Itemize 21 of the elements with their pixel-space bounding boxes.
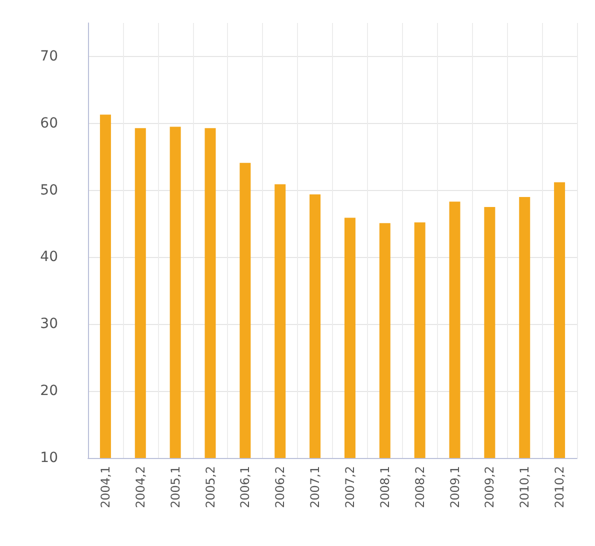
y-tick-label: 50: [40, 182, 58, 198]
y-tick-label: 70: [40, 48, 58, 64]
x-tick-label: 2010,2: [552, 466, 567, 508]
x-tick-label: 2006,2: [273, 466, 288, 508]
x-tick-label: 2004,1: [98, 466, 112, 508]
x-tick-label: 2005,1: [168, 466, 182, 508]
x-tick-label: 2009,1: [448, 466, 462, 508]
x-tick-label: 2009,2: [482, 466, 497, 508]
x-tick-label: 2007,1: [308, 466, 322, 508]
y-tick-label: 10: [40, 450, 58, 466]
x-tick-label: 2004,2: [133, 466, 148, 508]
x-tick-label: 2008,1: [378, 466, 392, 508]
y-tick-label: 40: [40, 249, 58, 266]
y-tick-label: 20: [40, 383, 58, 400]
y-tick-label: 30: [40, 316, 58, 332]
x-tick-label: 2005,2: [203, 466, 218, 508]
y-tick-label: 60: [40, 115, 58, 132]
x-tick-label: 2006,1: [238, 466, 252, 508]
x-tick-label: 2008,2: [412, 466, 427, 508]
x-tick-label: 2010,1: [518, 466, 532, 508]
x-tick-label: 2007,2: [342, 466, 357, 508]
